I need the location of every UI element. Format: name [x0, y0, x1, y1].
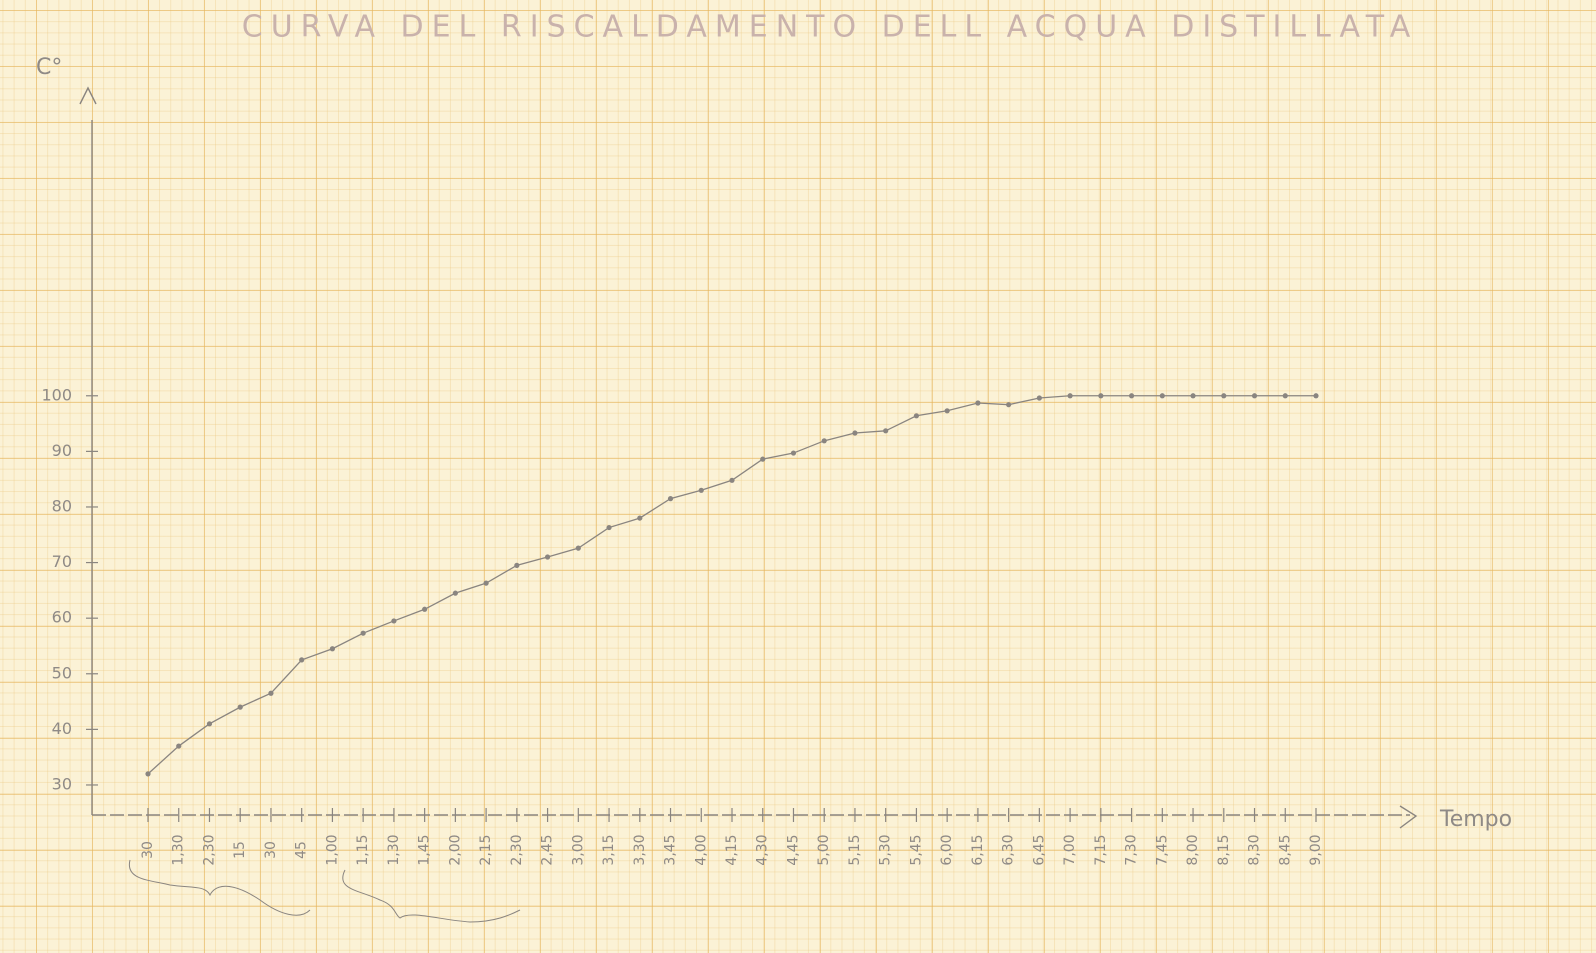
x-axis-label: Tempo — [1439, 807, 1512, 832]
data-point — [944, 408, 950, 414]
data-point — [145, 771, 151, 777]
data-point — [176, 743, 182, 749]
x-tick-label: 5,30 — [878, 834, 894, 865]
data-point — [606, 524, 612, 531]
x-tick-label: 45 — [294, 841, 310, 859]
data-point — [729, 477, 735, 483]
y-axis-arrow — [79, 86, 97, 105]
data-point — [329, 646, 336, 652]
x-tick-label: 30 — [140, 841, 156, 859]
x-tick-label: 7,45 — [1154, 834, 1170, 865]
data-point — [1128, 393, 1135, 399]
data-point — [821, 438, 827, 444]
x-axis-arrow — [1399, 805, 1418, 829]
x-tick-label: 1,30 — [171, 834, 187, 865]
brace — [342, 869, 521, 923]
y-axis-label: C° — [36, 55, 62, 80]
y-tick-label: 50 — [52, 663, 72, 682]
data-point — [237, 704, 243, 710]
data-point — [667, 496, 674, 502]
x-tick-label: 4,30 — [755, 834, 771, 865]
y-tick-label: 80 — [52, 496, 72, 515]
x-tick-label: 4,15 — [724, 834, 740, 865]
data-point — [1036, 395, 1042, 401]
data-point — [698, 487, 704, 493]
data-point — [206, 721, 213, 727]
x-tick-label: 3,45 — [663, 834, 679, 865]
x-tick-label: 2,30 — [509, 834, 525, 865]
x-tick-label: 3,00 — [570, 834, 586, 865]
data-point — [790, 450, 797, 456]
data-point — [1159, 393, 1165, 399]
brace — [128, 859, 311, 916]
data-point — [1313, 393, 1319, 399]
data-point — [360, 630, 366, 636]
x-tick-label: 9,00 — [1308, 834, 1324, 865]
x-tick-label: 1,30 — [386, 834, 402, 865]
y-tick-label: 90 — [52, 441, 72, 460]
x-tick-label: 8,30 — [1247, 834, 1263, 865]
x-tick-label: 7,15 — [1093, 834, 1109, 865]
x-tick-label: 1,00 — [324, 834, 340, 865]
data-point — [1067, 393, 1073, 399]
x-tick-label: 6,45 — [1031, 834, 1047, 865]
data-point — [268, 690, 274, 696]
x-tick-label: 4,45 — [785, 834, 801, 865]
x-tick-label: 2,15 — [478, 834, 494, 865]
x-tick-label: 8,15 — [1216, 834, 1232, 865]
data-point — [760, 456, 766, 462]
data-point — [1251, 393, 1258, 399]
x-tick-label: 8,00 — [1185, 834, 1201, 865]
x-tick-label: 2,45 — [540, 834, 556, 865]
x-tick-label: 5,45 — [908, 834, 924, 865]
x-tick-label: 3,30 — [632, 834, 648, 865]
data-point — [514, 562, 520, 568]
data-point — [1282, 393, 1288, 399]
x-tick-label: 7,30 — [1124, 834, 1140, 865]
data-point — [1221, 393, 1227, 399]
x-tick-label: 5,00 — [816, 834, 832, 865]
x-tick-label: 30 — [263, 841, 279, 859]
x-tick-label: 6,30 — [1001, 834, 1017, 865]
data-point — [299, 657, 305, 663]
data-point — [637, 515, 643, 521]
x-tick-label: 1,15 — [355, 834, 371, 865]
data-point — [575, 545, 581, 551]
x-tick-label: 2,30 — [201, 834, 217, 865]
data-point — [1190, 393, 1196, 399]
data-line — [147, 395, 1316, 775]
x-tick-label: 5,15 — [847, 834, 863, 865]
data-point — [913, 413, 920, 419]
x-tick-label: 7,00 — [1062, 834, 1078, 865]
data-point — [391, 618, 397, 624]
y-tick-label: 40 — [52, 719, 72, 738]
chart-title: CURVA DEL RISCALDAMENTO DELL ACQUA DISTI… — [242, 10, 1418, 45]
data-point — [544, 554, 551, 560]
data-point — [422, 606, 428, 612]
x-tick-label: 3,15 — [601, 834, 617, 865]
y-tick-label: 100 — [41, 385, 72, 404]
data-point — [483, 580, 489, 586]
x-tick-label: 6,00 — [939, 834, 955, 865]
x-tick-label: 8,45 — [1277, 834, 1293, 865]
data-point — [883, 428, 889, 434]
y-tick-label: 70 — [52, 552, 72, 571]
x-tick-label: 4,00 — [693, 834, 709, 865]
y-tick-label: 30 — [52, 774, 72, 793]
data-point — [452, 590, 458, 596]
data-point — [1098, 393, 1104, 399]
data-point — [975, 400, 981, 406]
y-tick-label: 60 — [52, 608, 72, 627]
data-point — [852, 430, 858, 436]
x-tick-label: 2,00 — [447, 834, 463, 865]
x-tick-label: 15 — [232, 841, 248, 859]
x-tick-label: 1,45 — [417, 834, 433, 865]
data-point — [1006, 402, 1012, 408]
x-tick-label: 6,15 — [970, 834, 986, 865]
